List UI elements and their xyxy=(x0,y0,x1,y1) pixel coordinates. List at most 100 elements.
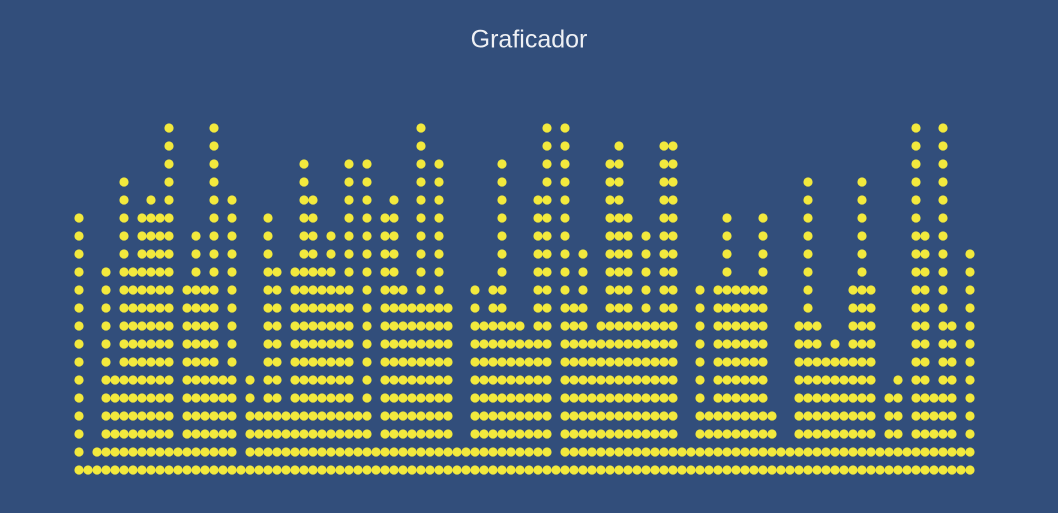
dot xyxy=(74,285,84,295)
dot xyxy=(758,429,768,439)
dot xyxy=(155,447,165,457)
dot xyxy=(209,303,219,313)
dot xyxy=(956,447,966,457)
dot xyxy=(866,393,876,403)
dot xyxy=(857,285,867,295)
dot-column xyxy=(281,411,291,475)
dot xyxy=(164,213,174,223)
dot-column xyxy=(578,249,588,475)
dot xyxy=(713,429,723,439)
dot xyxy=(515,447,525,457)
dot xyxy=(398,321,408,331)
dot xyxy=(110,447,120,457)
dot xyxy=(389,411,399,421)
dot xyxy=(398,285,408,295)
dot xyxy=(362,321,372,331)
dot xyxy=(317,429,327,439)
dot xyxy=(605,357,615,367)
dot xyxy=(596,357,606,367)
dot xyxy=(623,285,633,295)
dot xyxy=(938,231,948,241)
dot xyxy=(119,393,129,403)
dot xyxy=(416,159,426,169)
dot xyxy=(884,465,894,475)
dot xyxy=(668,303,678,313)
dot xyxy=(308,447,318,457)
dot xyxy=(101,429,111,439)
dot xyxy=(461,465,471,475)
dot-column xyxy=(434,159,444,475)
dot xyxy=(794,465,804,475)
dot xyxy=(560,375,570,385)
dot xyxy=(290,393,300,403)
dot xyxy=(479,339,489,349)
dot xyxy=(947,447,957,457)
dot xyxy=(245,411,255,421)
dot xyxy=(227,303,237,313)
dot xyxy=(434,429,444,439)
dot-column xyxy=(245,375,255,475)
dot xyxy=(308,339,318,349)
dot xyxy=(146,267,156,277)
dot xyxy=(407,411,417,421)
dot xyxy=(911,159,921,169)
dot xyxy=(812,429,822,439)
dot xyxy=(191,231,201,241)
dot-column xyxy=(686,447,696,475)
dot xyxy=(605,411,615,421)
dot xyxy=(524,411,534,421)
dot xyxy=(947,429,957,439)
dot xyxy=(326,465,336,475)
dot xyxy=(875,447,885,457)
dot xyxy=(965,285,975,295)
dot xyxy=(488,321,498,331)
dot-column xyxy=(965,249,975,475)
dot xyxy=(506,357,516,367)
dot-column xyxy=(542,123,552,475)
dot xyxy=(110,393,120,403)
dot xyxy=(848,411,858,421)
dot xyxy=(920,393,930,403)
dot-column xyxy=(857,177,867,475)
dot xyxy=(434,195,444,205)
dot xyxy=(191,429,201,439)
dot xyxy=(344,357,354,367)
dot xyxy=(146,303,156,313)
dot xyxy=(605,195,615,205)
dot xyxy=(83,465,93,475)
dot xyxy=(758,375,768,385)
dot xyxy=(776,465,786,475)
dot xyxy=(434,465,444,475)
dot xyxy=(497,177,507,187)
dot xyxy=(650,393,660,403)
dot xyxy=(542,447,552,457)
dot xyxy=(623,375,633,385)
dot xyxy=(389,303,399,313)
dot xyxy=(362,195,372,205)
dot xyxy=(164,123,174,133)
dot xyxy=(389,231,399,241)
dot xyxy=(353,411,363,421)
dot xyxy=(578,375,588,385)
dot xyxy=(146,429,156,439)
dot xyxy=(704,447,714,457)
dot xyxy=(623,411,633,421)
dot xyxy=(857,177,867,187)
dot xyxy=(164,357,174,367)
dot xyxy=(380,303,390,313)
dot xyxy=(380,447,390,457)
dot xyxy=(119,321,129,331)
dot xyxy=(164,411,174,421)
dot xyxy=(497,393,507,403)
dot xyxy=(605,375,615,385)
dot xyxy=(137,375,147,385)
dot xyxy=(191,447,201,457)
dot xyxy=(362,357,372,367)
dot xyxy=(470,339,480,349)
dot xyxy=(893,393,903,403)
dot xyxy=(326,393,336,403)
dot xyxy=(182,339,192,349)
dot xyxy=(947,321,957,331)
dot xyxy=(137,357,147,367)
dot xyxy=(785,447,795,457)
